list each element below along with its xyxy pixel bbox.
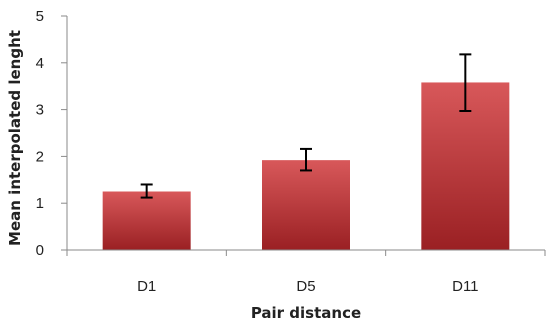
y-tick-label: 1: [36, 195, 44, 212]
x-tick-label: D11: [452, 278, 478, 295]
y-axis-ticks: 0 1 2 3 4 5: [36, 8, 67, 259]
bar-d5: [262, 160, 350, 250]
y-tick-label: 0: [36, 242, 44, 259]
x-axis-title: Pair distance: [251, 304, 361, 322]
y-tick-label: 5: [36, 8, 44, 25]
y-tick-label: 2: [36, 148, 44, 165]
y-tick-label: 4: [36, 55, 44, 72]
bar-d1: [102, 191, 191, 250]
x-tick-label: D5: [296, 278, 315, 295]
error-bars: [140, 53, 472, 199]
y-tick-label: 3: [36, 102, 44, 119]
x-axis-ticks: D1 D5 D11: [66, 250, 546, 295]
x-tick-label: D1: [137, 278, 156, 295]
y-axis-title: Mean interpolated lenght: [6, 30, 24, 246]
